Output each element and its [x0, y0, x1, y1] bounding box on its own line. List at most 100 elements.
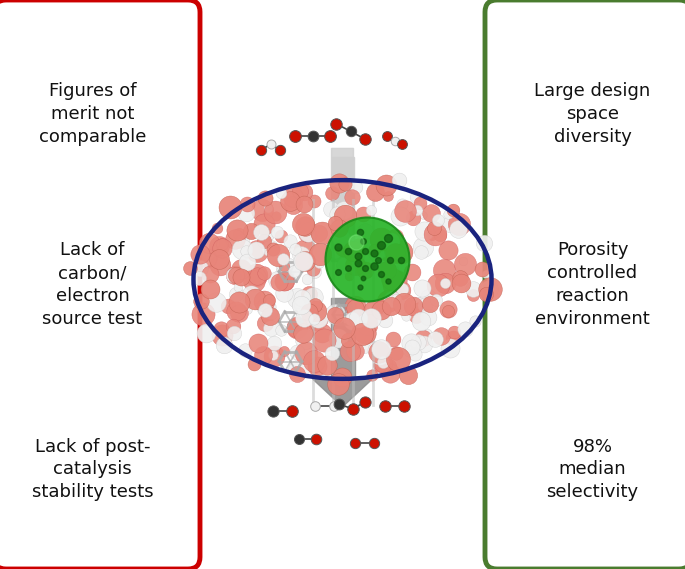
Point — [329, 311, 340, 320]
Point — [342, 263, 353, 272]
Point — [269, 352, 279, 361]
Point — [268, 406, 279, 415]
Point — [329, 249, 340, 258]
Point — [359, 134, 370, 143]
Point — [299, 313, 310, 322]
Point — [322, 361, 333, 370]
Point — [396, 284, 407, 294]
Point — [346, 314, 357, 323]
Point — [327, 349, 338, 358]
Point — [375, 350, 386, 359]
Point — [350, 261, 361, 270]
Point — [338, 205, 349, 215]
Point — [417, 211, 428, 220]
Point — [355, 228, 366, 237]
Point — [443, 209, 453, 218]
Point — [408, 214, 419, 223]
Point — [484, 284, 495, 294]
Point — [229, 234, 240, 244]
Point — [204, 285, 215, 294]
Point — [406, 339, 416, 348]
Point — [413, 303, 424, 312]
Point — [287, 200, 298, 209]
Point — [234, 298, 245, 307]
Point — [307, 293, 318, 302]
Point — [260, 303, 271, 312]
Point — [399, 401, 410, 410]
Point — [357, 210, 368, 219]
Point — [319, 335, 329, 344]
Point — [216, 243, 227, 252]
Point — [251, 246, 262, 255]
Point — [264, 296, 275, 305]
Point — [371, 249, 382, 258]
Point — [325, 204, 336, 213]
Point — [233, 282, 244, 291]
Point — [299, 334, 310, 343]
Point — [308, 264, 319, 273]
Point — [308, 267, 319, 276]
Point — [275, 146, 286, 155]
Point — [234, 229, 245, 238]
Point — [314, 229, 325, 238]
Point — [365, 312, 376, 321]
Point — [274, 277, 285, 286]
Point — [422, 292, 433, 302]
Point — [343, 271, 354, 281]
Point — [215, 324, 226, 333]
Point — [379, 401, 390, 410]
Point — [340, 179, 351, 188]
Point — [200, 328, 211, 337]
Point — [432, 225, 443, 234]
Text: Lack of
carbon/
electron
source test: Lack of carbon/ electron source test — [42, 241, 142, 328]
Point — [384, 293, 395, 302]
Point — [265, 323, 276, 332]
Point — [365, 317, 376, 326]
Point — [374, 360, 385, 369]
Point — [379, 316, 390, 325]
Point — [299, 246, 310, 255]
Point — [390, 249, 401, 258]
Point — [251, 246, 262, 255]
Point — [251, 271, 262, 280]
Point — [329, 401, 340, 410]
Point — [377, 295, 388, 304]
Point — [360, 263, 371, 273]
Point — [351, 183, 362, 192]
Point — [460, 259, 471, 269]
Point — [271, 227, 282, 236]
Point — [195, 297, 206, 306]
Point — [454, 219, 465, 228]
Point — [429, 223, 440, 232]
Point — [410, 192, 421, 201]
Point — [418, 340, 429, 349]
Point — [371, 345, 382, 354]
Point — [310, 306, 321, 315]
Point — [376, 240, 387, 249]
Point — [360, 265, 371, 274]
Point — [230, 289, 241, 298]
Point — [484, 284, 495, 294]
Point — [369, 187, 380, 196]
Point — [412, 206, 423, 215]
Point — [417, 333, 428, 343]
Point — [309, 315, 320, 324]
Point — [369, 262, 379, 271]
Point — [236, 272, 247, 281]
Point — [421, 331, 432, 340]
Point — [342, 335, 353, 344]
Point — [433, 281, 444, 290]
Point — [252, 338, 263, 347]
Point — [378, 357, 389, 366]
Point — [393, 354, 403, 363]
Point — [368, 305, 379, 314]
Point — [261, 228, 272, 237]
Point — [242, 257, 253, 266]
Point — [416, 247, 427, 256]
Point — [345, 127, 356, 136]
Point — [192, 264, 203, 273]
Point — [386, 237, 397, 246]
Point — [417, 242, 428, 251]
Point — [278, 269, 289, 278]
Point — [423, 312, 434, 321]
